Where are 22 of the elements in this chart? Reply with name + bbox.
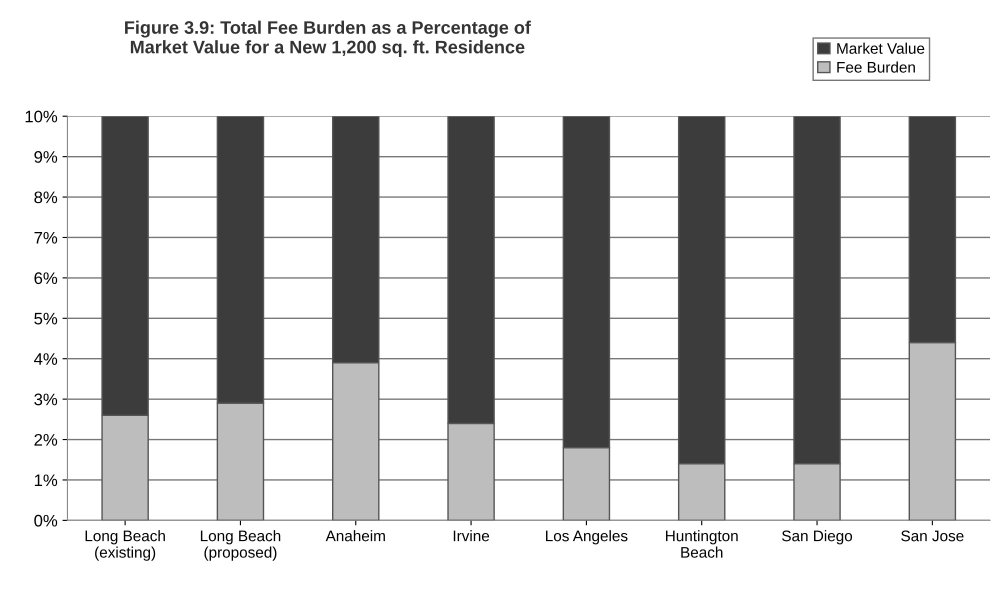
y-tick-label: 10% — [26, 110, 58, 122]
x-tick-label: San Diego — [782, 530, 852, 544]
x-tick-label: Los Angeles — [546, 530, 628, 544]
chart-title: Figure 3.9: Total Fee Burden as a Percentage of Market Value for a New 1,200 sq. ft. Residence — [125, 20, 531, 58]
x-tick-label: Long Beach (proposed) — [200, 530, 280, 561]
y-tick-label: 3% — [34, 394, 58, 406]
y-tick-label: 6% — [34, 272, 58, 284]
x-tick-label: Irvine — [454, 530, 490, 542]
y-tick-label: 7% — [34, 232, 58, 244]
y-tick-label: 0% — [34, 514, 58, 527]
legend-label: Fee Burden — [837, 61, 915, 73]
x-tick-label: Huntington Beach — [666, 530, 738, 558]
x-tick-label: San Jose — [901, 530, 964, 542]
y-tick-label: 8% — [34, 191, 58, 204]
x-tick-label: Anaheim — [326, 530, 385, 542]
y-tick-label: 4% — [34, 353, 58, 365]
y-tick-label: 9% — [34, 151, 58, 163]
y-tick-label: 2% — [34, 434, 58, 446]
x-tick-label: Long Beach (existing) — [86, 530, 165, 561]
legend-label: Market Value — [837, 42, 924, 54]
y-tick-label: 5% — [34, 312, 58, 325]
y-tick-label: 1% — [34, 474, 58, 486]
